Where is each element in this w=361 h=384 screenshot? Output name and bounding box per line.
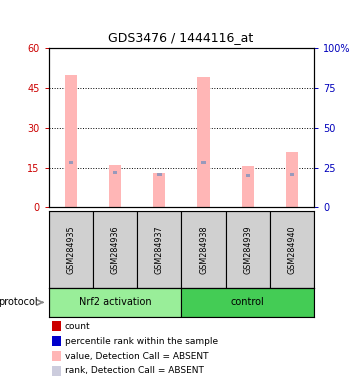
Text: GSM284937: GSM284937 — [155, 225, 164, 274]
Text: GDS3476 / 1444116_at: GDS3476 / 1444116_at — [108, 31, 253, 44]
Bar — [49, 288, 181, 317]
Text: count: count — [65, 322, 91, 331]
Text: GSM284940: GSM284940 — [287, 225, 296, 274]
Bar — [197, 77, 210, 207]
Bar — [153, 173, 165, 207]
Bar — [109, 165, 121, 207]
Text: protocol: protocol — [0, 297, 38, 308]
Bar — [157, 172, 161, 176]
Text: GSM284936: GSM284936 — [110, 225, 119, 274]
Text: GSM284938: GSM284938 — [199, 225, 208, 274]
Bar — [181, 288, 314, 317]
Bar — [49, 211, 93, 288]
Text: GSM284935: GSM284935 — [66, 225, 75, 274]
Bar — [201, 161, 206, 164]
Text: rank, Detection Call = ABSENT: rank, Detection Call = ABSENT — [65, 366, 204, 376]
Bar — [270, 211, 314, 288]
Bar — [65, 74, 77, 207]
Bar — [137, 211, 182, 288]
Bar — [226, 211, 270, 288]
Bar — [69, 161, 73, 164]
Bar — [93, 211, 137, 288]
Bar — [286, 152, 298, 207]
Bar — [245, 174, 250, 177]
Bar — [290, 172, 294, 176]
Text: Nrf2 activation: Nrf2 activation — [79, 297, 151, 308]
Bar — [181, 211, 226, 288]
Text: control: control — [231, 297, 265, 308]
Text: value, Detection Call = ABSENT: value, Detection Call = ABSENT — [65, 352, 209, 361]
Bar — [242, 166, 254, 207]
Bar — [113, 171, 117, 174]
Text: percentile rank within the sample: percentile rank within the sample — [65, 337, 218, 346]
Text: GSM284939: GSM284939 — [243, 225, 252, 274]
